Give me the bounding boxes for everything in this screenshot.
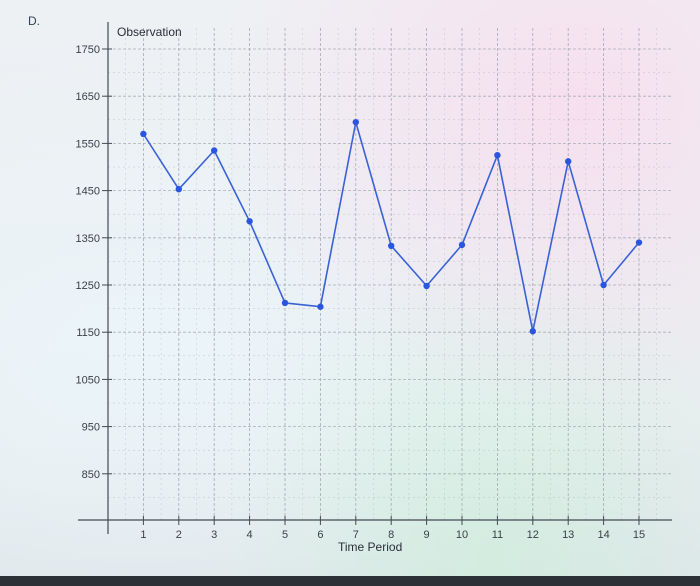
x-tick-label: 6 [317, 529, 323, 541]
x-tick-label: 1 [140, 529, 146, 541]
data-point [175, 185, 182, 193]
x-tick-label: 4 [247, 529, 253, 541]
y-tick-label: 1650 [76, 91, 100, 103]
data-point [246, 218, 253, 225]
data-point [529, 328, 536, 335]
data-point [565, 158, 572, 165]
y-tick-label: 850 [82, 469, 100, 481]
x-tick-label: 7 [353, 529, 359, 541]
x-tick-label: 15 [633, 529, 645, 541]
y-axis-title: Observation [117, 25, 182, 39]
x-tick-label: 2 [176, 529, 182, 541]
data-point [140, 130, 147, 138]
series-points [140, 118, 643, 335]
x-tick-labels: 1 2 3 4 5 6 7 8 9 10 11 12 13 14 15 [140, 529, 645, 541]
data-point [388, 242, 395, 250]
data-point [281, 299, 289, 307]
x-tick-label: 9 [424, 529, 430, 541]
x-tick-label: 12 [527, 529, 539, 541]
data-point [317, 303, 324, 310]
x-tick-label: 10 [456, 529, 468, 541]
y-tick-label: 1550 [76, 138, 100, 150]
x-tick-label: 3 [211, 529, 217, 541]
y-tick-label: 1750 [76, 44, 100, 56]
y-tick-labels: 850 950 1050 1150 1250 1350 1450 1550 1650 1750 [76, 44, 100, 481]
data-point [458, 241, 466, 249]
axes [78, 22, 672, 534]
data-point [211, 147, 218, 154]
y-tick-label: 1150 [76, 327, 100, 339]
x-tick-label: 11 [492, 529, 503, 541]
y-tick-label: 1050 [76, 374, 100, 386]
y-tick-label: 1250 [76, 280, 100, 292]
data-point [423, 282, 430, 290]
data-point [600, 281, 607, 289]
x-tick-label: 13 [562, 529, 574, 541]
y-tick-label: 1450 [76, 186, 100, 198]
y-tick-label: 950 [82, 422, 100, 434]
grid-lines [108, 28, 672, 520]
data-point [635, 239, 643, 246]
option-label: D. [28, 14, 40, 28]
x-axis-title: Time Period [338, 540, 402, 554]
photo-bottom-edge [0, 576, 700, 586]
data-point [494, 152, 501, 159]
data-point [352, 118, 359, 126]
x-tick-label: 14 [597, 529, 609, 541]
y-tick-label: 1350 [76, 233, 100, 245]
x-tick-label: 5 [282, 529, 288, 541]
x-tick-label: 8 [388, 529, 394, 541]
